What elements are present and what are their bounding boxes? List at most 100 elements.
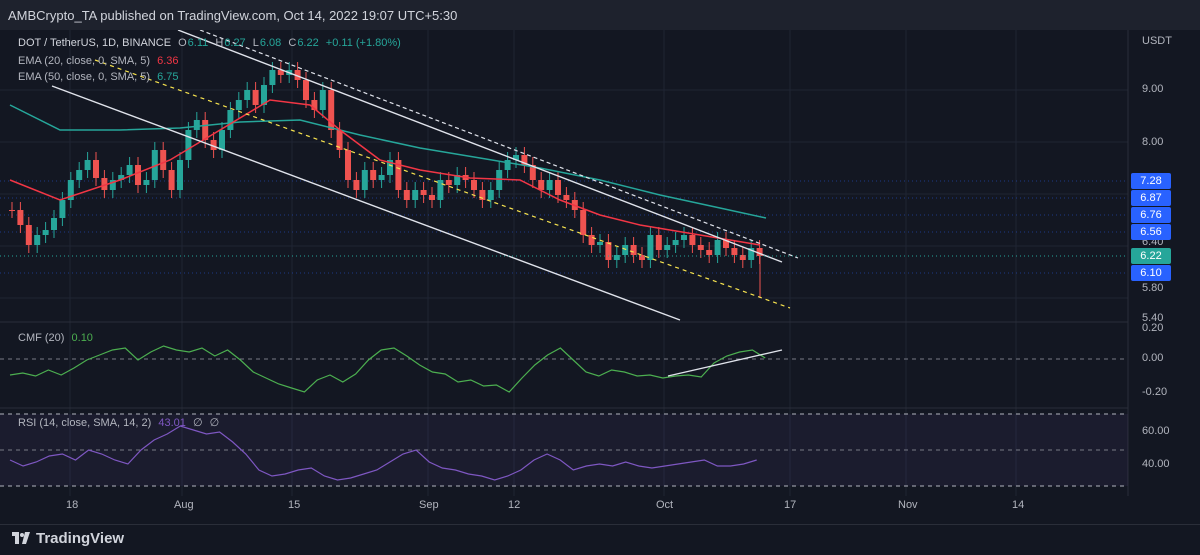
currency-label[interactable]: USDT [1142,35,1172,47]
candle-body [521,155,528,165]
candle-body [160,150,167,170]
candle-body [101,178,108,190]
candle-body [361,170,368,190]
candle-body [546,180,553,190]
candle-body [454,175,461,185]
ema50-line [9,104,767,219]
open-label: O [178,37,187,49]
candle-body [294,70,301,80]
rsi-value: 43.01 [158,417,186,429]
published-info: AMBCrypto_TA published on TradingView.co… [8,8,458,23]
candle-body [76,170,83,180]
candle-body [756,248,763,256]
candle-body [261,85,267,105]
candle-body [210,140,217,150]
symbol-name: DOT / TetherUS, 1D, BINANCE [18,37,172,49]
ema20-legend[interactable]: EMA (20, close, 0, SMA, 5) 6.36 [18,55,183,67]
channel-mid-dashed[interactable] [94,59,791,309]
candle-body [9,210,15,211]
time-label: Nov [898,499,918,511]
candle-body [311,100,318,110]
time-label: Oct [656,499,674,511]
ema50-legend[interactable]: EMA (50, close, 0, SMA, 5) 6.75 [18,71,183,83]
candle-body [487,190,494,200]
candle-body [336,130,343,150]
candle-body [387,160,393,175]
candle-body [84,160,91,170]
candle-body [630,245,637,255]
candle-body [353,180,360,190]
candle-body [227,110,234,130]
rsi-legend[interactable]: RSI (14, close, SMA, 14, 2) 43.01 ∅ ∅ [18,416,223,429]
candle-body [706,250,713,255]
price-tag-6-10: 6.10 [1131,265,1171,281]
candle-body [252,90,259,105]
rsi-extra2: ∅ [209,417,220,429]
chart-area[interactable]: DOT / TetherUS, 1D, BINANCE O6.11 H6.27 … [0,29,1200,524]
tradingview-logo-icon [12,532,30,544]
candle-body [588,235,595,245]
candle-body [529,165,536,180]
candle-body [17,210,24,225]
candle-body [504,160,511,170]
candle-body [93,160,99,178]
candle-body [445,180,452,185]
open-value: 6.11 [187,37,209,49]
cmf-tick: 0.00 [1142,352,1164,364]
candle-body [168,170,175,190]
cmf-label: CMF (20) [18,332,65,344]
high-value: 6.27 [224,37,246,49]
close-value: 6.22 [297,37,319,49]
chart-svg[interactable] [0,29,1200,524]
cmf-line [9,345,766,393]
tradingview-logo[interactable]: TradingView [12,530,124,547]
candle-body [403,190,410,200]
ema20-label: EMA (20, close, 0, SMA, 5) [18,55,151,67]
publisher-bar: AMBCrypto_TA published on TradingView.co… [0,0,1200,30]
grid-lines [0,30,1128,496]
candle-body [219,130,225,150]
time-label: 12 [508,499,521,511]
candle-body [269,70,276,85]
candles[interactable] [9,62,763,298]
time-label: 15 [288,499,301,511]
candle-body [538,180,545,190]
candle-body [748,248,755,260]
candle-body [25,225,32,245]
candle-body [580,210,587,235]
time-label: 14 [1012,499,1025,511]
cmf-legend[interactable]: CMF (20) 0.10 [18,332,97,344]
candle-body [605,242,612,260]
ema50-label: EMA (50, close, 0, SMA, 5) [18,71,151,83]
candle-body [563,195,570,200]
ema50-value: 6.75 [157,71,179,83]
high-label: H [215,37,224,49]
channel-lower-line[interactable] [51,85,681,321]
candle-body [51,218,57,230]
candle-body [395,160,402,190]
candle-body [126,165,133,175]
rsi-tick: 40.00 [1142,458,1170,470]
candle-body [59,200,66,218]
candle-body [714,240,721,255]
candle-body [412,190,419,200]
time-label: Sep [419,499,439,511]
candle-body [345,150,351,180]
candle-body [672,240,679,245]
channel-upper-line[interactable] [177,29,783,263]
candle-body [185,130,192,160]
candle-body [731,248,738,255]
cmf-trendline[interactable] [667,349,783,377]
low-value: 6.08 [259,37,282,49]
rsi-tick: 60.00 [1142,425,1170,437]
time-label: Aug [174,499,194,511]
candle-body [681,235,687,240]
candle-body [151,150,158,180]
rsi-label: RSI (14, close, SMA, 14, 2) [18,417,152,429]
price-tick: 5.80 [1142,282,1164,294]
rsi-line [9,425,757,481]
brand-name: TradingView [36,530,125,547]
channel-upper-dashed[interactable] [199,29,799,259]
candle-body [303,80,309,100]
candle-body [622,245,629,255]
